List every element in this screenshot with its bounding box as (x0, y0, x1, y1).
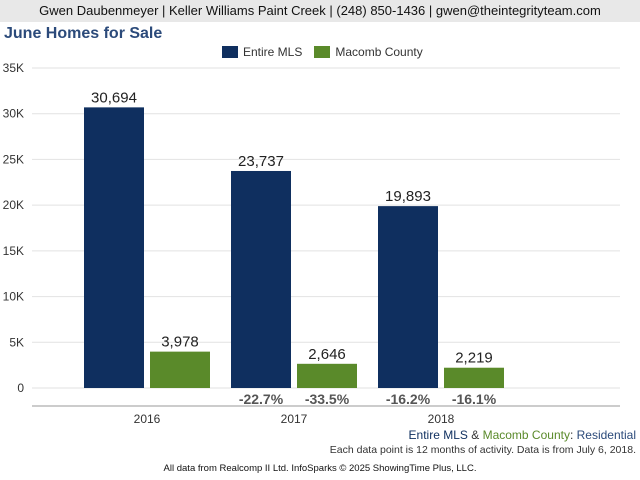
y-tick-label: 0 (17, 381, 24, 395)
y-tick-label: 20K (3, 198, 24, 212)
header-bar: Gwen Daubenmeyer | Keller Williams Paint… (0, 0, 640, 22)
change-label-macomb-county-2017: -33.5% (305, 391, 350, 407)
legend-label-entire-mls: Entire MLS (243, 45, 303, 59)
agent-contact-text: Gwen Daubenmeyer | Keller Williams Paint… (39, 3, 601, 18)
y-tick-label: 25K (3, 152, 24, 166)
bar-macomb-county-2018 (444, 367, 504, 388)
bar-chart: 0 5K 10K 15K 20K 25K 30K 35K 30,694 3,978 2016 23,7… (3, 61, 620, 426)
change-label-macomb-county-2018: -16.1% (452, 391, 497, 407)
chart-title: June Homes for Sale (4, 25, 163, 42)
x-tick-label-2018: 2018 (428, 412, 455, 426)
bar-macomb-county-2017 (297, 363, 357, 388)
footer-series-entire-mls: Entire MLS (408, 428, 468, 442)
data-label-macomb-county-2016: 3,978 (161, 334, 199, 351)
x-tick-label-2016: 2016 (134, 412, 161, 426)
data-label-macomb-county-2018: 2,219 (455, 350, 493, 367)
change-label-entire-mls-2017: -22.7% (239, 391, 284, 407)
x-tick-label-2017: 2017 (281, 412, 308, 426)
data-label-macomb-county-2017: 2,646 (308, 346, 346, 363)
y-tick-label: 35K (3, 61, 24, 75)
bar-macomb-county-2016 (150, 351, 210, 388)
data-label-entire-mls-2017: 23,737 (238, 153, 284, 170)
bar-entire-mls-2017 (231, 170, 291, 388)
footer-note: Each data point is 12 months of activity… (329, 444, 636, 456)
y-tick-label: 30K (3, 107, 24, 121)
y-tick-label: 15K (3, 244, 24, 258)
legend-label-macomb-county: Macomb County (335, 45, 423, 59)
footer-property-type: Residential (576, 428, 636, 442)
footer-ampersand: & (467, 428, 483, 442)
change-label-entire-mls-2018: -16.2% (386, 391, 431, 407)
legend-item-entire-mls[interactable]: Entire MLS (222, 45, 302, 59)
data-label-entire-mls-2018: 19,893 (385, 188, 431, 205)
footer-series-macomb-county: Macomb County (482, 428, 570, 442)
bar-entire-mls-2016 (84, 107, 144, 388)
footer-credit: All data from Realcomp II Ltd. InfoSpark… (163, 463, 477, 474)
data-label-entire-mls-2016: 30,694 (91, 89, 137, 106)
legend-swatch-entire-mls (222, 46, 238, 58)
y-tick-label: 10K (3, 290, 24, 304)
chart-legend: Entire MLS Macomb County (222, 45, 435, 59)
y-tick-label: 5K (9, 335, 24, 349)
legend-item-macomb-county[interactable]: Macomb County (314, 45, 423, 59)
legend-swatch-macomb-county (314, 46, 331, 58)
bar-entire-mls-2018 (378, 206, 438, 388)
footer-series-line: Entire MLS & Macomb County: Residential (409, 428, 636, 442)
footer-colon: : (569, 428, 577, 442)
